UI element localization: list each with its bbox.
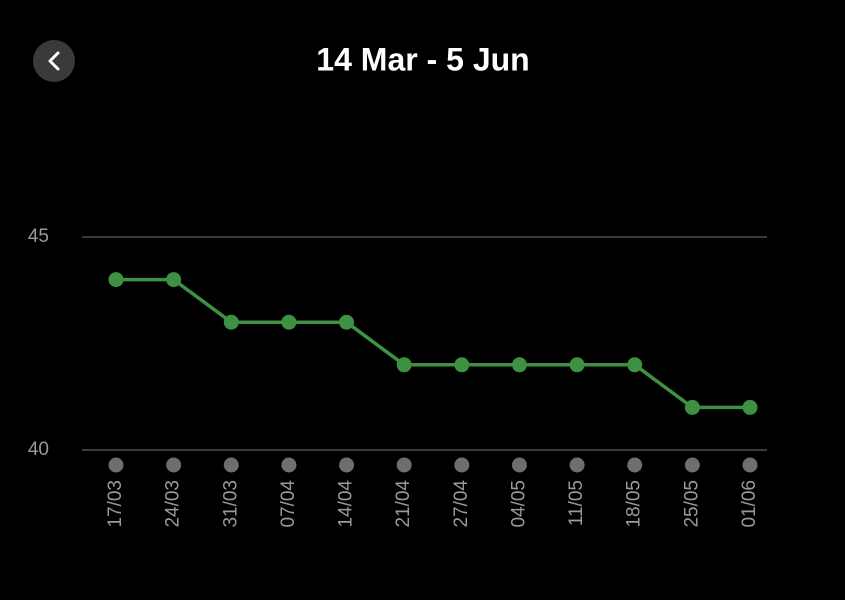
- x-dot: [166, 457, 182, 473]
- line: [116, 277, 750, 410]
- back-button-circle[interactable]: [33, 40, 75, 82]
- point: [108, 272, 124, 288]
- x-dot: [108, 457, 124, 473]
- x-dot: [396, 457, 412, 473]
- point: [281, 314, 297, 330]
- back-button[interactable]: [33, 40, 75, 82]
- x-tick-label: 07/04: [278, 480, 299, 528]
- x-dot: [569, 457, 585, 473]
- x-dot: [339, 457, 355, 473]
- x-tick-label: 14/04: [336, 480, 357, 528]
- x-dot: [627, 457, 643, 473]
- x-dot: [742, 457, 758, 473]
- point: [511, 357, 527, 373]
- point: [339, 314, 355, 330]
- x-dot: [223, 457, 239, 473]
- point: [396, 357, 412, 373]
- x-tick-label: 17/03: [105, 480, 126, 528]
- x-tick-label: 25/05: [681, 480, 702, 528]
- point: [742, 399, 758, 415]
- x-tick-label: 21/04: [393, 480, 414, 528]
- x-tick-label: 11/05: [566, 480, 587, 526]
- x-dot: [684, 457, 700, 473]
- x-tick-label: 31/03: [220, 480, 241, 528]
- y-tick-label: 45: [28, 226, 49, 247]
- x-tick-label: 24/03: [163, 480, 184, 528]
- y-tick-label: 40: [28, 439, 49, 460]
- x-dot: [281, 457, 297, 473]
- back-chevron[interactable]: [48, 51, 60, 71]
- point: [454, 357, 470, 373]
- point: [223, 314, 239, 330]
- x-tick-label: 04/05: [508, 480, 529, 528]
- point: [684, 399, 700, 415]
- x-tick-label: 18/05: [624, 480, 645, 528]
- point: [627, 357, 643, 373]
- chart-title: 14 Mar - 5 Jun: [316, 41, 529, 77]
- point: [166, 272, 182, 288]
- x-dot: [454, 457, 470, 473]
- x-tick-label: 27/04: [451, 480, 472, 528]
- x-dot: [511, 457, 527, 473]
- point: [569, 357, 585, 373]
- x-tick-label: 01/06: [739, 480, 760, 528]
